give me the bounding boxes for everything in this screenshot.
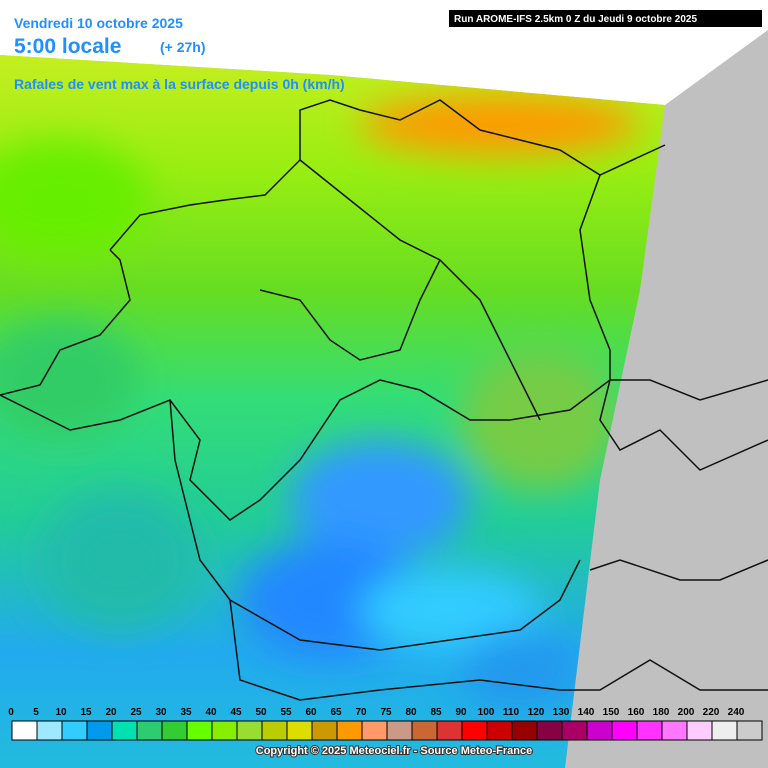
legend-label: 35 <box>180 707 192 718</box>
legend-swatch <box>511 720 538 741</box>
legend-swatch <box>411 720 438 741</box>
run-info: Run AROME-IFS 2.5km 0 Z du Jeudi 9 octob… <box>454 14 697 25</box>
legend-label: 220 <box>703 707 720 718</box>
legend-swatch <box>711 720 738 741</box>
legend-label: 85 <box>430 707 442 718</box>
legend: 0 5 10 15 20 25 30 35 40 45 50 55 60 65 70 75 80 85 90 100 1… <box>8 707 763 741</box>
legend-swatch <box>636 720 663 741</box>
legend-swatch <box>736 720 763 741</box>
legend-swatch <box>61 720 88 741</box>
legend-label: 20 <box>105 707 117 718</box>
legend-label: 130 <box>553 707 570 718</box>
legend-swatch <box>461 720 488 741</box>
legend-label: 60 <box>305 707 317 718</box>
legend-label: 10 <box>55 707 67 718</box>
subtitle: Rafales de vent max à la surface depuis … <box>14 76 345 92</box>
legend-label: 30 <box>155 707 167 718</box>
legend-label: 70 <box>355 707 367 718</box>
legend-swatch <box>261 720 288 741</box>
legend-label: 200 <box>678 707 695 718</box>
legend-swatch <box>486 720 513 741</box>
legend-label: 100 <box>478 707 495 718</box>
legend-swatch <box>386 720 413 741</box>
legend-label: 160 <box>628 707 645 718</box>
legend-swatch <box>136 720 163 741</box>
borders <box>0 99 768 701</box>
date: Vendredi 10 octobre 2025 <box>14 15 183 31</box>
lead: (+ 27h) <box>160 39 206 55</box>
legend-swatch <box>361 720 388 741</box>
legend-label: 0 <box>8 707 14 718</box>
legend-label: 75 <box>380 707 392 718</box>
legend-label: 45 <box>230 707 242 718</box>
legend-swatch <box>561 720 588 741</box>
legend-swatch <box>611 720 638 741</box>
legend-label: 65 <box>330 707 342 718</box>
legend-label: 90 <box>455 707 467 718</box>
legend-label: 80 <box>405 707 417 718</box>
legend-label: 55 <box>280 707 292 718</box>
legend-label: 240 <box>728 707 745 718</box>
legend-swatch <box>311 720 338 741</box>
legend-label: 140 <box>578 707 595 718</box>
legend-swatch <box>161 720 188 741</box>
time: 5:00 locale <box>14 35 121 58</box>
legend-label: 110 <box>503 707 520 718</box>
legend-label: 25 <box>130 707 142 718</box>
legend-swatch <box>336 720 363 741</box>
run-box <box>449 10 762 27</box>
legend-swatch <box>36 720 63 741</box>
legend-swatch <box>11 720 38 741</box>
legend-label: 180 <box>653 707 670 718</box>
legend-swatch <box>436 720 463 741</box>
legend-label: 50 <box>255 707 267 718</box>
legend-swatch <box>686 720 713 741</box>
legend-swatch <box>236 720 263 741</box>
legend-label: 5 <box>33 707 39 718</box>
legend-label: 120 <box>528 707 545 718</box>
copyright: Copyright © 2025 Meteociel.fr - Source M… <box>256 745 532 757</box>
legend-label: 15 <box>80 707 92 718</box>
legend-swatch <box>286 720 313 741</box>
legend-swatch <box>536 720 563 741</box>
legend-swatch <box>661 720 688 741</box>
legend-swatch <box>186 720 213 741</box>
legend-swatch <box>211 720 238 741</box>
legend-swatch <box>86 720 113 741</box>
legend-label: 150 <box>603 707 620 718</box>
legend-swatch <box>111 720 138 741</box>
legend-swatch <box>586 720 613 741</box>
legend-label: 40 <box>205 707 217 718</box>
